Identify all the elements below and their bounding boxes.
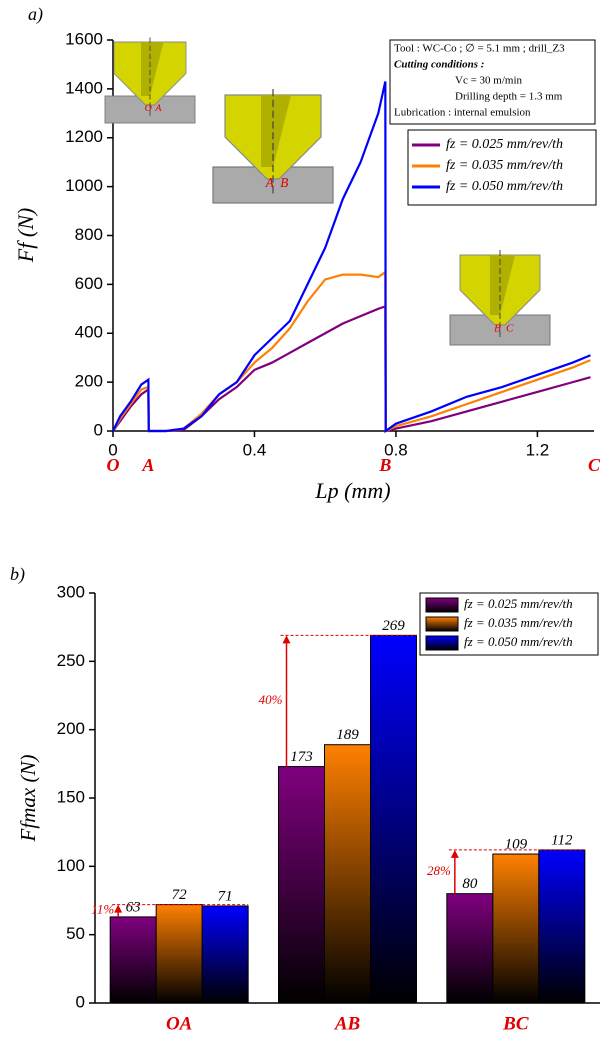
x-tick-label: 0.4 — [243, 440, 267, 459]
annotation: 40% — [259, 692, 283, 707]
arrow-head — [450, 849, 459, 858]
bar — [446, 893, 494, 1004]
value-label: 63 — [126, 899, 141, 915]
y-tick-label: 150 — [57, 787, 85, 806]
bar — [155, 904, 203, 1004]
y-tick-label: 1400 — [65, 78, 103, 97]
value-label: 112 — [551, 832, 573, 848]
y-tick-label: 100 — [57, 856, 85, 875]
info-text: Cutting conditions : — [394, 59, 484, 71]
x-tick-label: 1.2 — [526, 440, 550, 459]
point-label: C — [588, 455, 600, 475]
info-text: Tool : WC-Co ; ∅ = 5.1 mm ; drill_Z3 — [394, 43, 565, 55]
y-tick-label: 0 — [94, 420, 103, 439]
y-axis-label: Ff (N) — [13, 208, 38, 263]
legend-swatch — [425, 597, 459, 613]
value-label: 189 — [336, 727, 359, 743]
legend-label: fz = 0.025 mm/rev/th — [464, 596, 573, 611]
x-tick-label: AB — [334, 1013, 360, 1034]
legend-label: fz = 0.050 mm/rev/th — [446, 179, 563, 194]
value-label: 80 — [462, 876, 478, 892]
legend-label: fz = 0.025 mm/rev/th — [446, 137, 563, 152]
legend-label: fz = 0.035 mm/rev/th — [464, 615, 573, 630]
y-tick-label: 1600 — [65, 29, 103, 48]
annotation: 28% — [427, 863, 451, 878]
panel-label: a) — [28, 4, 43, 25]
y-tick-label: 200 — [75, 372, 103, 391]
x-tick-label: 0 — [108, 440, 117, 459]
x-tick-label: 0.8 — [384, 440, 408, 459]
drill-label: O — [145, 103, 152, 114]
point-label: O — [107, 455, 120, 475]
value-label: 71 — [218, 888, 233, 904]
bar — [201, 905, 249, 1004]
y-tick-label: 0 — [76, 992, 85, 1011]
x-tick-label: BC — [502, 1013, 529, 1034]
drill-label: A — [154, 103, 162, 114]
point-label: A — [141, 455, 154, 475]
value-label: 109 — [505, 836, 528, 852]
y-tick-label: 250 — [57, 651, 85, 670]
y-tick-label: 1200 — [65, 127, 103, 146]
drill-flute — [141, 42, 164, 96]
legend-label: fz = 0.035 mm/rev/th — [446, 158, 563, 173]
info-text: Drilling depth = 1.3 mm — [455, 91, 563, 103]
y-tick-label: 600 — [75, 274, 103, 293]
drill-label: A — [265, 175, 275, 190]
y-tick-label: 50 — [66, 924, 85, 943]
info-box — [389, 39, 596, 125]
value-label: 269 — [382, 618, 405, 634]
y-tick-label: 1000 — [65, 176, 103, 195]
bar — [109, 916, 157, 1004]
series-line — [112, 81, 591, 434]
point-label: B — [378, 455, 391, 475]
arrow-head — [282, 635, 291, 644]
value-label: 72 — [172, 887, 188, 903]
legend-swatch — [425, 635, 459, 651]
bar — [278, 766, 325, 1004]
info-text: Vc = 30 m/min — [455, 75, 523, 87]
bar — [324, 744, 371, 1004]
panel-label: b) — [10, 564, 25, 585]
drill-label: B — [280, 175, 288, 190]
y-tick-label: 800 — [75, 225, 103, 244]
x-axis-label: Lp (mm) — [314, 478, 390, 503]
y-tick-label: 400 — [75, 323, 103, 342]
drill-flute — [490, 255, 515, 315]
bar — [370, 634, 417, 1004]
y-tick-label: 200 — [57, 719, 85, 738]
bar — [538, 849, 586, 1004]
drill-label: B — [494, 323, 501, 335]
value-label: 173 — [290, 749, 313, 765]
legend-swatch — [425, 616, 459, 632]
arrow-head — [114, 904, 123, 913]
bar — [492, 853, 540, 1004]
info-text: Lubrication : internal emulsion — [394, 107, 531, 119]
annotation: 11% — [91, 902, 114, 917]
x-tick-label: OA — [166, 1013, 192, 1034]
drill-label: C — [506, 323, 514, 335]
y-axis-label: Ffmax (N) — [16, 755, 40, 843]
y-tick-label: 300 — [57, 582, 85, 601]
drill-flute — [261, 95, 291, 167]
legend-label: fz = 0.050 mm/rev/th — [464, 634, 573, 649]
